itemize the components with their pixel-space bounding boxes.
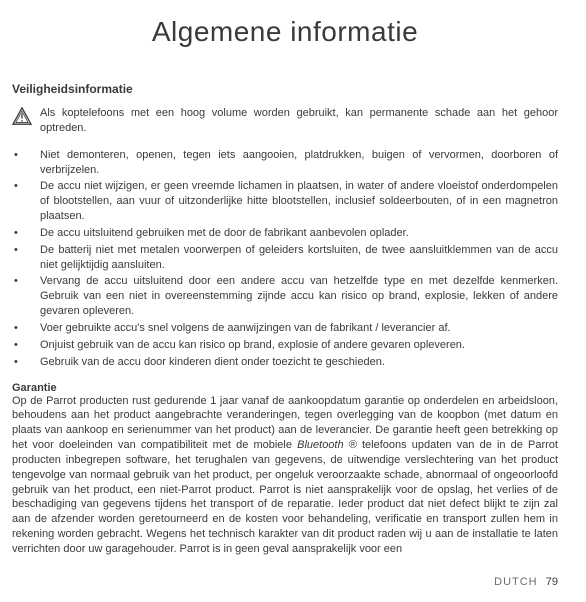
footer-page-number: 79 — [546, 576, 558, 588]
bullet-dot: • — [12, 355, 40, 370]
bullet-dot: • — [12, 243, 40, 258]
bullet-text: De accu niet wijzigen, er geen vreemde l… — [40, 179, 558, 224]
bullet-text: De accu uitsluitend gebruiken met de doo… — [40, 226, 558, 241]
safety-bullet-item: •Vervang de accu uitsluitend door een an… — [12, 274, 558, 319]
safety-bullet-item: •Onjuist gebruik van de accu kan risico … — [12, 338, 558, 353]
safety-bullet-item: •Gebruik van de accu door kinderen dient… — [12, 355, 558, 370]
safety-bullet-item: •De accu uitsluitend gebruiken met de do… — [12, 226, 558, 241]
footer-language: DUTCH — [494, 576, 538, 588]
bullet-dot: • — [12, 274, 40, 289]
safety-bullet-item: •Voer gebruikte accu's snel volgens de a… — [12, 321, 558, 336]
bullet-text: Vervang de accu uitsluitend door een and… — [40, 274, 558, 319]
page-title: Algemene informatie — [12, 16, 558, 48]
bullet-text: Onjuist gebruik van de accu kan risico o… — [40, 338, 558, 353]
section-heading-safety: Veiligheidsinformatie — [12, 82, 558, 96]
warranty-body: Op de Parrot producten rust gedurende 1 … — [12, 394, 558, 557]
section-heading-warranty: Garantie — [12, 382, 558, 394]
safety-bullet-item: •Niet demonteren, openen, tegen iets aan… — [12, 148, 558, 178]
bullet-dot: • — [12, 179, 40, 194]
warning-text: Als koptelefoons met een hoog volume wor… — [40, 106, 558, 136]
warranty-body-italic: Bluetooth ® — [297, 439, 357, 451]
bullet-dot: • — [12, 321, 40, 336]
page-footer: DUTCH 79 — [494, 576, 558, 588]
safety-bullet-item: •De accu niet wijzigen, er geen vreemde … — [12, 179, 558, 224]
bullet-text: Gebruik van de accu door kinderen dient … — [40, 355, 558, 370]
bullet-text: Voer gebruikte accu's snel volgens de aa… — [40, 321, 558, 336]
warranty-body-post: telefoons updaten van de in de Parrot pr… — [12, 439, 558, 555]
document-page: Algemene informatie Veiligheidsinformati… — [0, 0, 586, 602]
bullet-dot: • — [12, 338, 40, 353]
bullet-dot: • — [12, 226, 40, 241]
bullet-text: Niet demonteren, openen, tegen iets aang… — [40, 148, 558, 178]
bullet-text: De batterij niet met metalen voorwerpen … — [40, 243, 558, 273]
warning-row: Als koptelefoons met een hoog volume wor… — [12, 106, 558, 136]
warning-triangle-icon — [12, 107, 32, 130]
bullet-dot: • — [12, 148, 40, 163]
safety-bullet-item: •De batterij niet met metalen voorwerpen… — [12, 243, 558, 273]
safety-bullet-list: •Niet demonteren, openen, tegen iets aan… — [12, 148, 558, 370]
